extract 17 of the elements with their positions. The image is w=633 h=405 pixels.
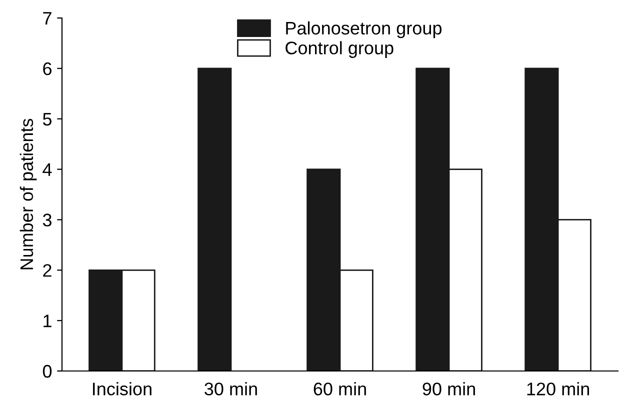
x-tick-label: 30 min: [204, 382, 257, 396]
legend-label: Control group: [286, 41, 394, 58]
y-tick-label: 0: [42, 364, 52, 378]
x-tick-label: 90 min: [422, 382, 475, 396]
legend-label: Palonosetron group: [286, 21, 442, 38]
x-tick-label: 60 min: [314, 382, 366, 396]
y-tick-label: 2: [43, 264, 52, 277]
y-tick-label: 7: [43, 12, 52, 25]
x-tick-label: Incision: [93, 382, 152, 396]
x-tick-label: 120 min: [527, 382, 589, 396]
y-tick-label: 1: [44, 314, 52, 328]
y-tick-label: 4: [42, 163, 52, 176]
y-tick-label: 6: [43, 62, 52, 76]
bar: [198, 68, 232, 371]
y-axis-title: Number of patients: [20, 118, 37, 270]
y-tick-label: 3: [42, 214, 52, 226]
y-tick-label: 5: [42, 112, 52, 126]
